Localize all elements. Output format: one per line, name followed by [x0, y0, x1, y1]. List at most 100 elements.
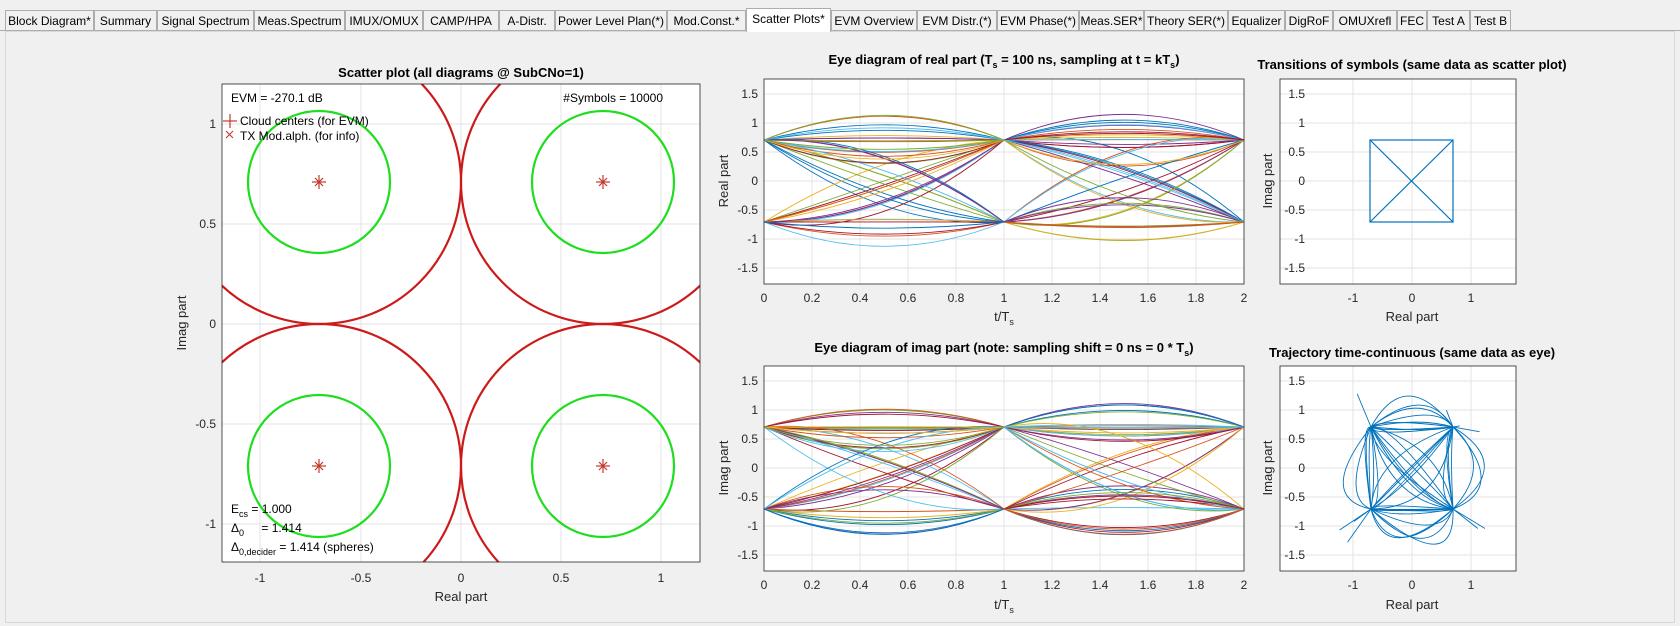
y-tick-label: 0.5 [1288, 432, 1305, 446]
x-tick-label: -0.5 [351, 571, 372, 585]
eye-imag-ylabel: Imag part [716, 440, 731, 495]
scatter-plot[interactable]: EVM = -270.1 dB #Symbols = 10000 Cloud c… [174, 40, 745, 608]
legend-cloud-centers: Cloud centers (for EVM) [240, 114, 369, 128]
y-tick-label: 0 [751, 461, 758, 475]
trajectory-plot[interactable]: Trajectory time-continuous (same data as… [1260, 345, 1555, 612]
plot-canvas: EVM = -270.1 dB #Symbols = 10000 Cloud c… [0, 0, 1680, 626]
legend-tx-alphabet: TX Mod.alph. (for info) [240, 129, 359, 143]
y-tick-label: 1 [751, 116, 758, 130]
y-tick-label: 0 [209, 317, 216, 331]
symbol-count: #Symbols = 10000 [563, 91, 663, 105]
transitions-xlabel: Real part [1386, 309, 1439, 324]
y-tick-label: -1.5 [737, 548, 758, 562]
y-tick-label: 1 [751, 403, 758, 417]
scatter-xticks: -1 -0.5 0 0.5 1 [255, 571, 665, 585]
x-tick-label: 0.4 [852, 578, 869, 592]
y-tick-label: -1 [205, 517, 216, 531]
x-tick-label: 2 [1241, 578, 1248, 592]
y-tick-label: -1 [1294, 519, 1305, 533]
y-tick-label: -0.5 [195, 417, 216, 431]
y-tick-label: -1.5 [1284, 548, 1305, 562]
trajectory-ylabel: Imag part [1260, 440, 1275, 495]
eye-diagram-imag[interactable]: Eye diagram of imag part (note: sampling… [716, 340, 1248, 615]
eye-real-xticks: 0 0.2 0.4 0.6 0.8 1 1.2 1.4 1.6 1.8 2 [761, 291, 1248, 305]
x-tick-label: 1.6 [1140, 291, 1157, 305]
scatter-ylabel: Imag part [174, 295, 189, 350]
eye-imag-xticks: 0 0.2 0.4 0.6 0.8 1 1.2 1.4 1.6 1.8 2 [761, 578, 1248, 592]
x-tick-label: 0.6 [900, 291, 917, 305]
eye-real-ylabel: Real part [716, 154, 731, 207]
x-tick-label: 0.2 [804, 578, 821, 592]
y-tick-label: -0.5 [1284, 490, 1305, 504]
x-tick-label: 0 [1409, 291, 1416, 305]
eye-imag-xlabel: t/Ts [994, 597, 1014, 615]
y-tick-label: 0.5 [1288, 145, 1305, 159]
x-tick-label: 1 [1001, 578, 1008, 592]
scatter-xlabel: Real part [435, 589, 488, 604]
y-tick-label: -1.5 [1284, 261, 1305, 275]
x-tick-label: 1.8 [1188, 578, 1205, 592]
y-tick-label: -0.5 [737, 490, 758, 504]
y-tick-label: 0.5 [741, 432, 758, 446]
transitions-ylabel: Imag part [1260, 153, 1275, 208]
eye-diagram-real[interactable]: Eye diagram of real part (Ts = 100 ns, s… [716, 52, 1248, 327]
y-tick-label: -1 [1294, 232, 1305, 246]
y-tick-label: 1 [209, 117, 216, 131]
y-tick-label: 1.5 [1288, 374, 1305, 388]
trajectory-xticks: -1 0 1 [1348, 578, 1475, 592]
x-tick-label: 1.4 [1092, 291, 1109, 305]
x-tick-label: 0.2 [804, 291, 821, 305]
x-tick-label: 1.6 [1140, 578, 1157, 592]
x-tick-label: 1 [1001, 291, 1008, 305]
x-tick-label: -1 [1348, 578, 1359, 592]
x-tick-label: 2 [1241, 291, 1248, 305]
x-tick-label: 1 [658, 571, 665, 585]
x-tick-label: 1 [1468, 578, 1475, 592]
x-tick-label: 0 [761, 578, 768, 592]
transitions-plot[interactable]: Transitions of symbols (same data as sca… [1257, 57, 1566, 324]
eye-real-yticks: 1.5 1 0.5 0 -0.5 -1 -1.5 [737, 87, 758, 275]
y-tick-label: -1.5 [737, 261, 758, 275]
x-tick-label: 0.8 [948, 578, 965, 592]
x-tick-label: -1 [1348, 291, 1359, 305]
x-tick-label: 1.8 [1188, 291, 1205, 305]
y-tick-label: -0.5 [737, 203, 758, 217]
y-tick-label: 1.5 [741, 374, 758, 388]
trajectory-xlabel: Real part [1386, 597, 1439, 612]
y-tick-label: -0.5 [1284, 203, 1305, 217]
x-tick-label: -1 [255, 571, 266, 585]
x-tick-label: 0.6 [900, 578, 917, 592]
x-tick-label: 0 [1409, 578, 1416, 592]
y-tick-label: 0 [1298, 174, 1305, 188]
x-tick-label: 0.5 [553, 571, 570, 585]
eye-real-title: Eye diagram of real part (Ts = 100 ns, s… [828, 52, 1179, 70]
trajectory-title: Trajectory time-continuous (same data as… [1269, 345, 1555, 360]
y-tick-label: 1.5 [741, 87, 758, 101]
tab-scatter-plots[interactable]: Scatter Plots* [746, 8, 831, 32]
y-tick-label: 0 [751, 174, 758, 188]
x-tick-label: 0.4 [852, 291, 869, 305]
scatter-title: Scatter plot (all diagrams @ SubCNo=1) [338, 65, 584, 80]
x-tick-label: 1 [1468, 291, 1475, 305]
scatter-yticks: 1 0.5 0 -0.5 -1 [195, 117, 216, 531]
eye-real-xlabel: t/Ts [994, 309, 1014, 327]
x-tick-label: 1.2 [1044, 291, 1061, 305]
x-tick-label: 0 [761, 291, 768, 305]
x-tick-label: 1.2 [1044, 578, 1061, 592]
x-tick-label: 0 [458, 571, 465, 585]
y-tick-label: 0.5 [741, 145, 758, 159]
y-tick-label: 0 [1298, 461, 1305, 475]
x-tick-label: 0.8 [948, 291, 965, 305]
evm-readout: EVM = -270.1 dB [231, 91, 323, 105]
x-tick-label: 1.4 [1092, 578, 1109, 592]
eye-trace [1004, 139, 1244, 140]
y-tick-label: 1 [1298, 116, 1305, 130]
eye-imag-title: Eye diagram of imag part (note: sampling… [814, 340, 1193, 358]
y-tick-label: 1.5 [1288, 87, 1305, 101]
eye-imag-yticks: 1.5 1 0.5 0 -0.5 -1 -1.5 [737, 374, 758, 562]
transitions-xticks: -1 0 1 [1348, 291, 1475, 305]
y-tick-label: -1 [747, 519, 758, 533]
y-tick-label: 0.5 [199, 217, 216, 231]
transitions-title: Transitions of symbols (same data as sca… [1257, 57, 1566, 72]
y-tick-label: -1 [747, 232, 758, 246]
